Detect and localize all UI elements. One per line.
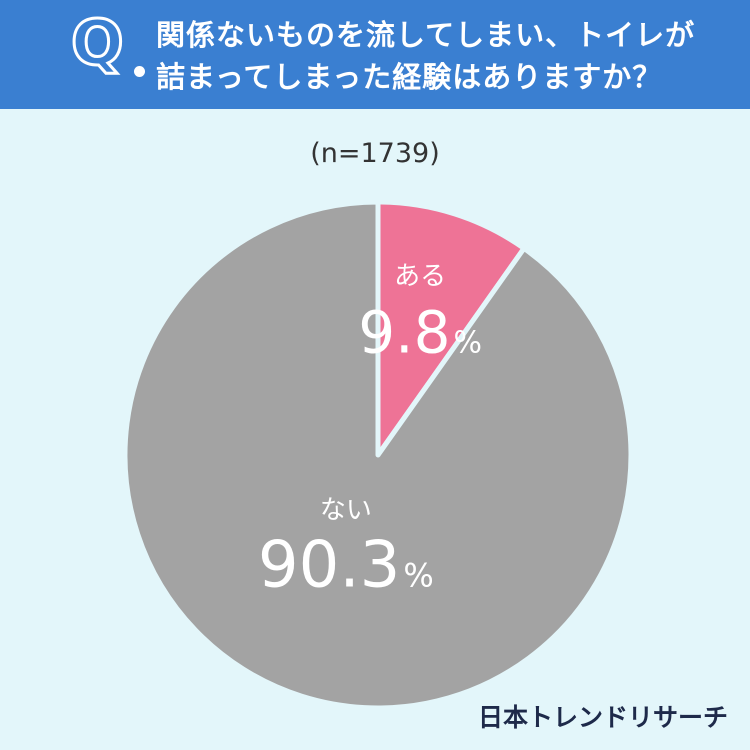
pie-slice-0	[375, 199, 527, 458]
question-line-2: 詰まってしまった経験はありますか？	[156, 60, 663, 94]
credit-logo: 日本トレンドリサーチ	[477, 703, 728, 732]
question-line-1: 関係ないものを流してしまい、トイレが	[156, 18, 696, 52]
pie-slice-1	[122, 199, 634, 711]
q-dot-decoration	[134, 66, 145, 77]
slice-label-1: ない	[320, 495, 372, 525]
slice-value-0: 9.8%	[358, 298, 482, 366]
q-label: Q	[70, 6, 126, 79]
sample-size: (n=1739)	[310, 138, 440, 169]
pie-slices	[122, 199, 634, 711]
question-header: Q 関係ないものを流してしまい、トイレが 詰まってしまった経験はありますか？	[0, 0, 750, 109]
question-text: 関係ないものを流してしまい、トイレが 詰まってしまった経験はありますか？	[156, 14, 746, 98]
slice-label-0: ある	[394, 261, 446, 291]
slice-value-1: 90.3%	[258, 528, 434, 602]
